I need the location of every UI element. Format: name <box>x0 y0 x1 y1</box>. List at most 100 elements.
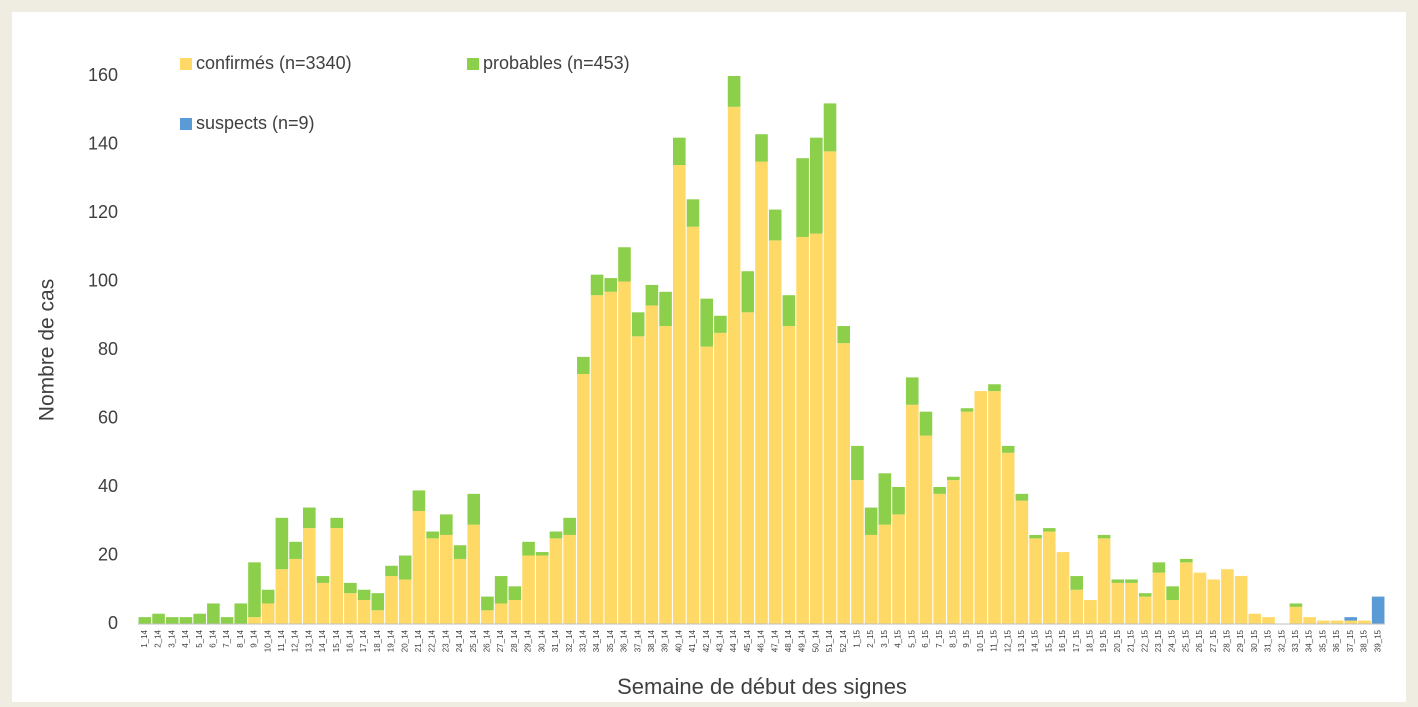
x-tick-label: 39_15 <box>1373 629 1382 652</box>
x-tick-label: 11_15 <box>990 629 999 651</box>
x-tick-label: 2_15 <box>866 629 875 647</box>
x-tick-label: 8_14 <box>236 629 245 647</box>
bar-segment <box>933 493 946 624</box>
bar-segment <box>1125 579 1138 583</box>
bar-segment <box>1330 620 1344 624</box>
x-tick-label: 27_14 <box>496 629 505 652</box>
bar-segment <box>947 480 960 624</box>
bar-segment <box>453 545 467 559</box>
bar-segment <box>577 356 590 374</box>
bar-segment <box>1166 600 1179 624</box>
bar-segment <box>755 134 768 162</box>
x-tick-label: 23_15 <box>1154 629 1163 652</box>
x-tick-label: 1_14 <box>140 629 149 647</box>
x-tick-label: 21_15 <box>1127 629 1136 652</box>
bar-segment <box>672 137 686 166</box>
x-tick-label: 6_15 <box>921 629 930 647</box>
bar-segment <box>440 534 453 624</box>
x-tick-label: 26_15 <box>1195 629 1204 652</box>
y-tick-label: 80 <box>98 339 118 359</box>
x-tick-label: 28_15 <box>1223 629 1232 652</box>
x-tick-label: 30_14 <box>537 629 546 652</box>
bar-segment <box>700 346 713 624</box>
x-tick-label: 27_15 <box>1209 629 1218 652</box>
bar-segment <box>864 534 878 624</box>
x-tick-label: 44_14 <box>729 629 738 652</box>
x-tick-label: 11_14 <box>277 629 286 651</box>
x-tick-label: 8_15 <box>948 629 957 647</box>
bar-segment <box>714 332 727 624</box>
x-tick-label: 51_14 <box>825 629 834 652</box>
bar-segment <box>193 613 206 624</box>
x-tick-label: 7_15 <box>935 629 944 647</box>
bar-segment <box>522 541 535 556</box>
bar-segment <box>686 199 700 227</box>
bar-segment <box>1289 603 1303 607</box>
bar-segment <box>152 613 165 624</box>
bar-segment <box>645 284 659 306</box>
bar-segment <box>357 589 371 601</box>
bar-segment <box>823 103 837 152</box>
bar-segment <box>344 593 357 624</box>
x-tick-label: 40_14 <box>674 629 683 652</box>
bar-segment <box>1166 586 1179 601</box>
bar-segment <box>261 589 275 604</box>
bar-segment <box>1001 452 1015 624</box>
legend-label: confirmés (n=3340) <box>196 53 352 73</box>
x-tick-label: 33_14 <box>578 629 587 652</box>
y-tick-label: 160 <box>88 65 118 85</box>
bar-segment <box>330 517 344 529</box>
bar-segment <box>1015 500 1029 624</box>
bar-segment <box>905 404 919 624</box>
x-tick-label: 36_14 <box>620 629 629 652</box>
bar-segment <box>165 617 179 624</box>
bar-segment <box>851 480 864 624</box>
x-tick-label: 20_15 <box>1113 629 1122 652</box>
x-tick-label: 12_15 <box>1003 629 1012 652</box>
bar-segment <box>275 569 289 624</box>
legend-label: suspects (n=9) <box>196 113 315 133</box>
bar-segment <box>357 600 371 624</box>
bar-segment <box>1097 538 1111 624</box>
y-tick-label: 100 <box>88 270 118 290</box>
bar-segment <box>1344 620 1358 624</box>
bar-segment <box>618 247 631 282</box>
bar-segment <box>412 510 426 624</box>
y-tick-label: 120 <box>88 202 118 222</box>
bar-segment <box>919 435 933 624</box>
bar-segment <box>1193 572 1207 624</box>
bar-segment <box>1179 558 1193 563</box>
bar-segment <box>494 603 508 624</box>
x-tick-label: 46_14 <box>757 629 766 652</box>
bar-segment <box>878 473 892 525</box>
bar-segment <box>631 312 645 337</box>
bar-segment <box>1371 596 1385 624</box>
bar-segment <box>1289 606 1303 624</box>
bar-segment <box>179 617 193 624</box>
bar-segment <box>549 538 563 624</box>
bar-segment <box>1262 617 1275 624</box>
y-axis-title: Nombre de cas <box>36 279 59 421</box>
bar-segment <box>316 576 330 583</box>
x-tick-label: 4_14 <box>181 629 190 647</box>
bar-segment <box>810 137 823 234</box>
x-tick-label: 22_15 <box>1140 629 1149 652</box>
x-tick-label: 48_14 <box>784 629 793 652</box>
legend-swatch <box>467 58 479 70</box>
y-tick-label: 140 <box>88 133 118 153</box>
x-tick-label: 6_14 <box>208 629 217 647</box>
bar-segment <box>933 487 946 494</box>
bar-segment <box>248 562 261 618</box>
x-tick-label: 23_14 <box>441 629 450 652</box>
x-tick-label: 1_15 <box>853 629 862 647</box>
x-tick-label: 29_14 <box>524 629 533 652</box>
x-tick-label: 9_15 <box>962 629 971 647</box>
x-tick-label: 36_15 <box>1332 629 1341 652</box>
x-tick-label: 7_14 <box>222 629 231 647</box>
x-tick-label: 39_14 <box>661 629 670 652</box>
bar-segment <box>768 209 782 241</box>
x-tick-label: 24_15 <box>1168 629 1177 652</box>
bar-segment <box>1042 531 1056 624</box>
y-tick-label: 60 <box>98 407 118 427</box>
bar-segment <box>1317 620 1330 624</box>
